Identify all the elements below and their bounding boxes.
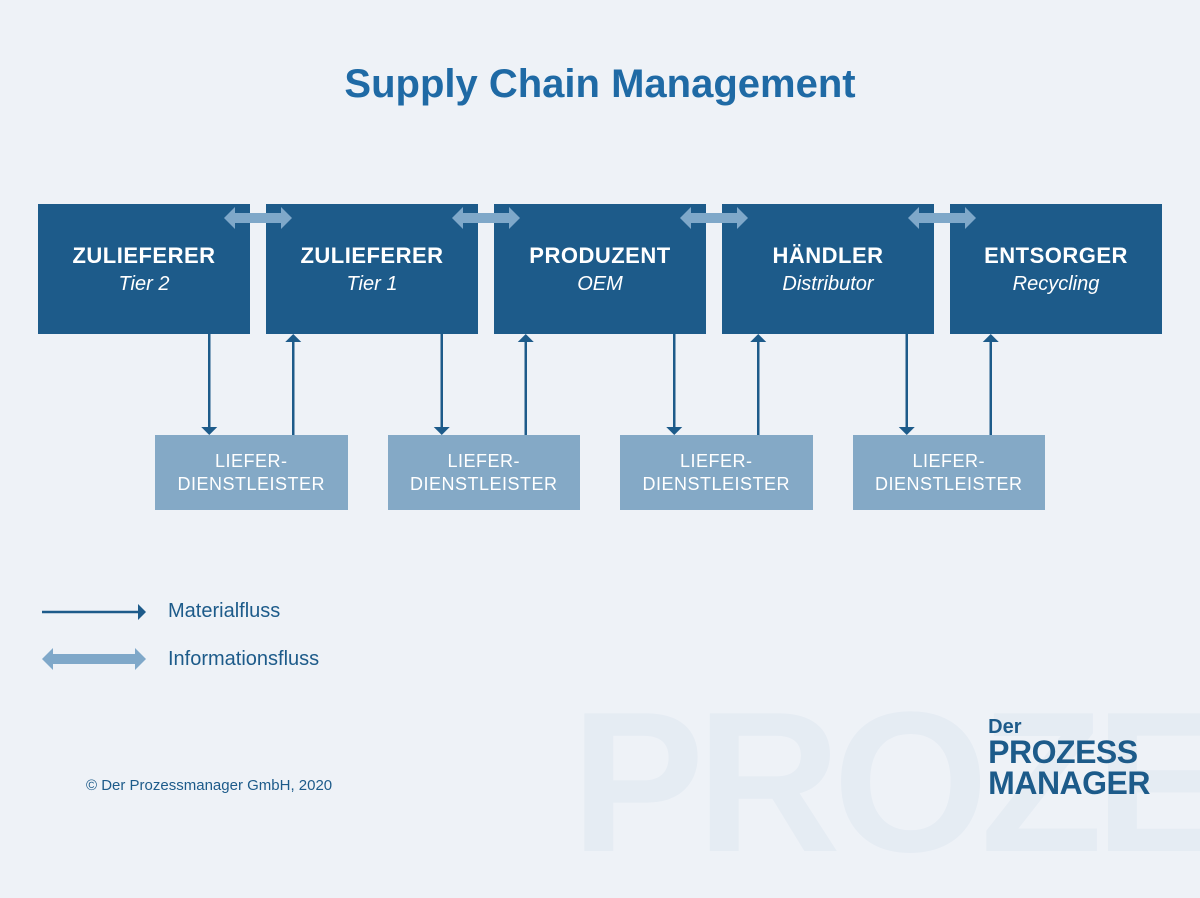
provider-box: LIEFER- DIENSTLEISTER	[388, 435, 581, 510]
provider-line1: LIEFER-	[912, 450, 985, 473]
provider-box: LIEFER- DIENSTLEISTER	[853, 435, 1046, 510]
stage-row: ZULIEFERER Tier 2 ZULIEFERER Tier 1 PROD…	[38, 204, 1162, 334]
stage-box: HÄNDLER Distributor	[722, 204, 934, 334]
legend-label-material: Materialfluss	[168, 600, 280, 623]
stage-subtitle: Recycling	[1013, 273, 1100, 296]
diagram-title: Supply Chain Management	[0, 0, 1200, 107]
stage-subtitle: Tier 2	[119, 273, 170, 296]
stage-title: ENTSORGER	[984, 243, 1128, 269]
provider-line2: DIENSTLEISTER	[177, 473, 325, 496]
provider-line2: DIENSTLEISTER	[875, 473, 1023, 496]
stage-title: PRODUZENT	[529, 243, 670, 269]
stage-subtitle: Distributor	[782, 273, 873, 296]
material-arrow-icon	[40, 602, 150, 622]
provider-row: LIEFER- DIENSTLEISTER LIEFER- DIENSTLEIS…	[155, 435, 1045, 510]
provider-line1: LIEFER-	[680, 450, 753, 473]
arrows-layer	[0, 0, 1200, 838]
provider-line1: LIEFER-	[447, 450, 520, 473]
stage-box: ZULIEFERER Tier 2	[38, 204, 250, 334]
stage-subtitle: Tier 1	[347, 273, 398, 296]
stage-title: HÄNDLER	[772, 243, 883, 269]
stage-box: PRODUZENT OEM	[494, 204, 706, 334]
legend-row-material: Materialfluss	[40, 600, 319, 623]
logo-line3: MANAGER	[988, 768, 1150, 798]
legend-label-info: Informationsfluss	[168, 648, 319, 671]
provider-line1: LIEFER-	[215, 450, 288, 473]
provider-line2: DIENSTLEISTER	[642, 473, 790, 496]
stage-box: ZULIEFERER Tier 1	[266, 204, 478, 334]
stage-title: ZULIEFERER	[300, 243, 443, 269]
stage-box: ENTSORGER Recycling	[950, 204, 1162, 334]
provider-line2: DIENSTLEISTER	[410, 473, 558, 496]
brand-logo: Der PROZESS MANAGER	[988, 718, 1150, 798]
stage-subtitle: OEM	[577, 273, 623, 296]
logo-line2: PROZESS	[988, 737, 1150, 767]
info-arrow-icon	[40, 647, 150, 671]
copyright-text: © Der Prozessmanager GmbH, 2020	[86, 777, 332, 794]
stage-title: ZULIEFERER	[72, 243, 215, 269]
provider-box: LIEFER- DIENSTLEISTER	[155, 435, 348, 510]
legend: Materialfluss Informationsfluss	[40, 600, 319, 695]
provider-box: LIEFER- DIENSTLEISTER	[620, 435, 813, 510]
legend-row-info: Informationsfluss	[40, 647, 319, 671]
